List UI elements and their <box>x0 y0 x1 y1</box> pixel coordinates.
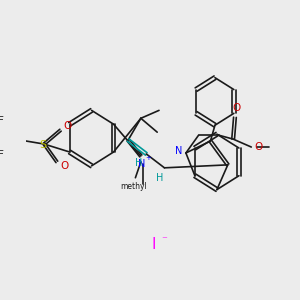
Text: H: H <box>135 158 143 168</box>
Text: ⁻: ⁻ <box>161 235 167 245</box>
Text: H: H <box>156 173 164 183</box>
Text: N: N <box>175 146 182 156</box>
Text: N: N <box>138 159 146 169</box>
Text: +: + <box>145 155 151 161</box>
Text: I: I <box>151 237 156 252</box>
Text: S: S <box>39 140 46 150</box>
Text: O: O <box>254 142 263 152</box>
Text: F: F <box>0 116 4 126</box>
Text: O: O <box>64 121 72 131</box>
Text: methyl: methyl <box>120 182 147 191</box>
Text: O: O <box>232 103 241 113</box>
Text: O: O <box>60 161 68 171</box>
Text: F: F <box>0 150 4 160</box>
